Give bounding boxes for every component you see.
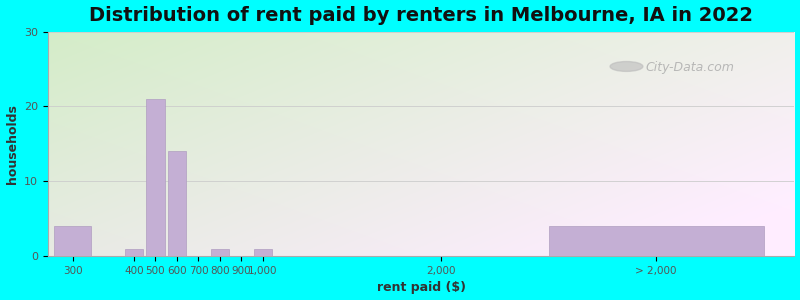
Text: City-Data.com: City-Data.com (645, 61, 734, 74)
Bar (254, 249, 272, 256)
Bar (549, 226, 764, 256)
X-axis label: rent paid ($): rent paid ($) (377, 281, 466, 294)
Bar (125, 249, 143, 256)
Title: Distribution of rent paid by renters in Melbourne, IA in 2022: Distribution of rent paid by renters in … (90, 6, 754, 25)
Bar (146, 99, 165, 256)
Bar (54, 226, 91, 256)
Bar (210, 249, 230, 256)
Circle shape (610, 61, 643, 71)
Bar (168, 152, 186, 256)
Y-axis label: households: households (6, 104, 18, 184)
